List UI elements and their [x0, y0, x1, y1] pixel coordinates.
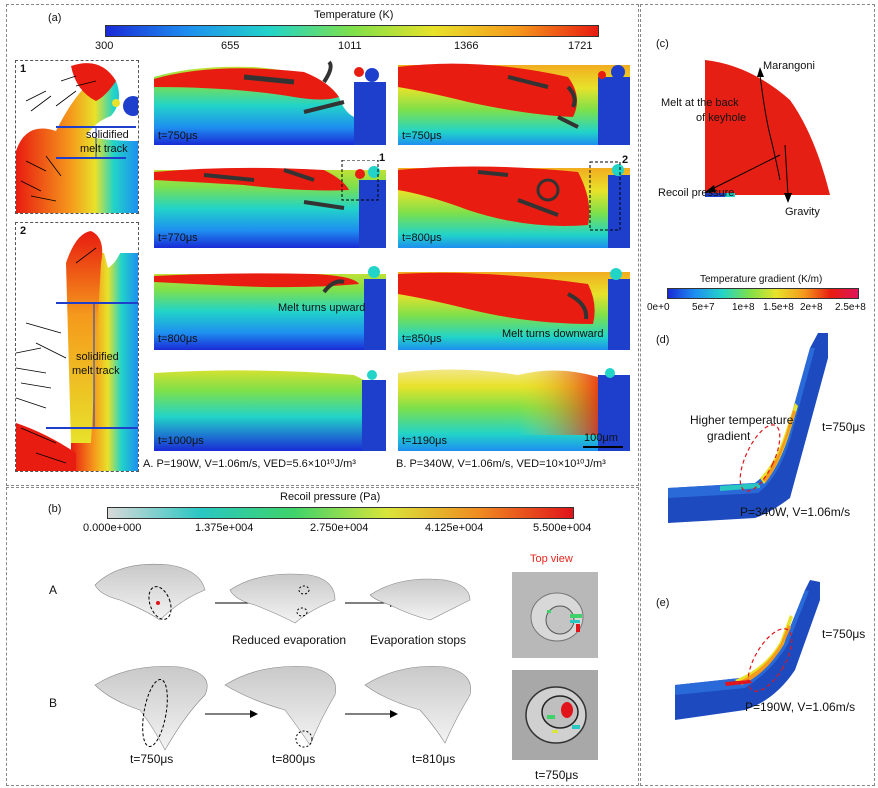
panel-d-3d	[668, 333, 828, 523]
inset-1-label-line2: melt track	[80, 143, 128, 155]
panel-c-diagram	[704, 60, 830, 203]
temp-tick-4: 1721	[568, 40, 593, 52]
inset-2-number: 2	[20, 225, 27, 237]
time-b-row-0: t=750μs	[130, 752, 174, 766]
caption-a: A. P=190W, V=1.06m/s, VED=5.6×10¹⁰J/m³	[143, 458, 356, 470]
marangoni-label: Marangoni	[763, 60, 815, 72]
sim-b-1190	[398, 365, 630, 451]
evaporation-stops: Evaporation stops	[370, 633, 467, 647]
gradient-tick-0: 0e+0	[647, 302, 670, 313]
reduced-evaporation: Reduced evaporation	[232, 633, 347, 647]
recoil-pressure-label: Recoil pressure	[658, 187, 735, 199]
temperature-bar-title: Temperature (K)	[314, 9, 394, 21]
time-b-row-1: t=800μs	[272, 752, 316, 766]
panel-b-frame	[6, 487, 639, 786]
row-a-label: A	[49, 583, 58, 597]
panel-a-label: (a)	[48, 12, 62, 24]
top-view-label: Top view	[530, 553, 573, 565]
temp-tick-1: 655	[221, 40, 240, 52]
gradient-tick-5: 2.5e+8	[835, 302, 866, 313]
sim-b-750	[398, 57, 630, 145]
recoil-tick-1: 1.375e+004	[195, 522, 254, 534]
sim-a-770	[154, 160, 386, 248]
recoil-tick-0: 0.000e+000	[83, 522, 142, 534]
time-a-3: t=1000μs	[158, 435, 204, 447]
recoil-tick-4: 5.500e+004	[533, 522, 592, 534]
inset-2-label-line2: melt track	[72, 365, 120, 377]
gravity-label: Gravity	[785, 206, 820, 218]
recoil-tick-2: 2.750e+004	[310, 522, 369, 534]
time-a-1: t=770μs	[158, 232, 198, 244]
melt-back-line2: of keyhole	[696, 112, 747, 124]
sim-b-800	[398, 160, 630, 248]
callout-1: 1	[379, 152, 386, 164]
temp-tick-3: 1366	[454, 40, 479, 52]
panel-d-note-2: gradient	[707, 429, 751, 443]
panel-e-3d	[675, 580, 820, 720]
inset-2-label-line1: solidified	[76, 351, 119, 363]
annotation-melt-upward: Melt turns upward	[278, 302, 366, 314]
melt-back-line1: Melt at the back	[661, 97, 739, 109]
time-a-2: t=800μs	[158, 333, 198, 345]
gradient-tick-3: 1.5e+8	[763, 302, 794, 313]
panel-d-time: t=750μs	[822, 420, 866, 434]
top-view-b	[512, 670, 598, 760]
panel-d-params: P=340W, V=1.06m/s	[740, 505, 851, 519]
sim-b-850	[398, 264, 630, 350]
panel-e-label: (e)	[656, 597, 670, 609]
panel-e-params: P=190W, V=1.06m/s	[745, 700, 856, 714]
time-b-0: t=750μs	[402, 130, 442, 142]
panel-d-note-1: Higher temperature	[690, 413, 794, 427]
panel-a-frame	[6, 4, 639, 486]
panel-e-time: t=750μs	[822, 627, 866, 641]
top-view-time: t=750μs	[535, 768, 579, 782]
recoil-bar-title: Recoil pressure (Pa)	[280, 491, 381, 503]
recoil-colorbar	[107, 507, 574, 519]
time-b-2: t=850μs	[402, 333, 442, 345]
caption-b: B. P=340W, V=1.06m/s, VED=10×10¹⁰J/m³	[396, 458, 606, 470]
recoil-tick-3: 4.125e+004	[425, 522, 484, 534]
inset-1-label-line1: solidified	[86, 129, 129, 141]
gradient-tick-4: 2e+8	[800, 302, 823, 313]
gradient-tick-2: 1e+8	[732, 302, 755, 313]
panel-b-label: (b)	[48, 503, 62, 515]
time-b-row-2: t=810μs	[412, 752, 456, 766]
scale-bar	[583, 446, 623, 448]
keyhole-shapes	[94, 563, 472, 751]
inset-1: 1 solidified melt track	[15, 60, 139, 214]
temperature-colorbar	[105, 25, 599, 37]
callout-2: 2	[622, 154, 629, 166]
inset-1-number: 1	[20, 63, 27, 75]
panel-c-label: (c)	[656, 38, 669, 50]
annotation-melt-downward: Melt turns downward	[502, 328, 604, 340]
gradient-tick-1: 5e+7	[692, 302, 715, 313]
temp-tick-0: 300	[95, 40, 114, 52]
row-b-label: B	[49, 696, 58, 710]
gradient-colorbar	[667, 288, 859, 299]
time-a-0: t=750μs	[158, 130, 198, 142]
top-view-a	[512, 572, 598, 658]
sim-a-1000	[154, 365, 386, 451]
time-b-3: t=1190μs	[402, 435, 447, 447]
panel-right-frame	[640, 4, 875, 786]
sim-a-750	[154, 57, 386, 145]
scale-bar-label: 100μm	[584, 432, 618, 444]
inset-2: 2 solidified melt track	[15, 222, 139, 472]
panel-d-label: (d)	[656, 334, 670, 346]
sim-a-800	[154, 264, 386, 350]
temp-tick-2: 1011	[338, 40, 362, 52]
gradient-bar-title: Temperature gradient (K/m)	[700, 274, 823, 285]
time-b-1: t=800μs	[402, 232, 442, 244]
